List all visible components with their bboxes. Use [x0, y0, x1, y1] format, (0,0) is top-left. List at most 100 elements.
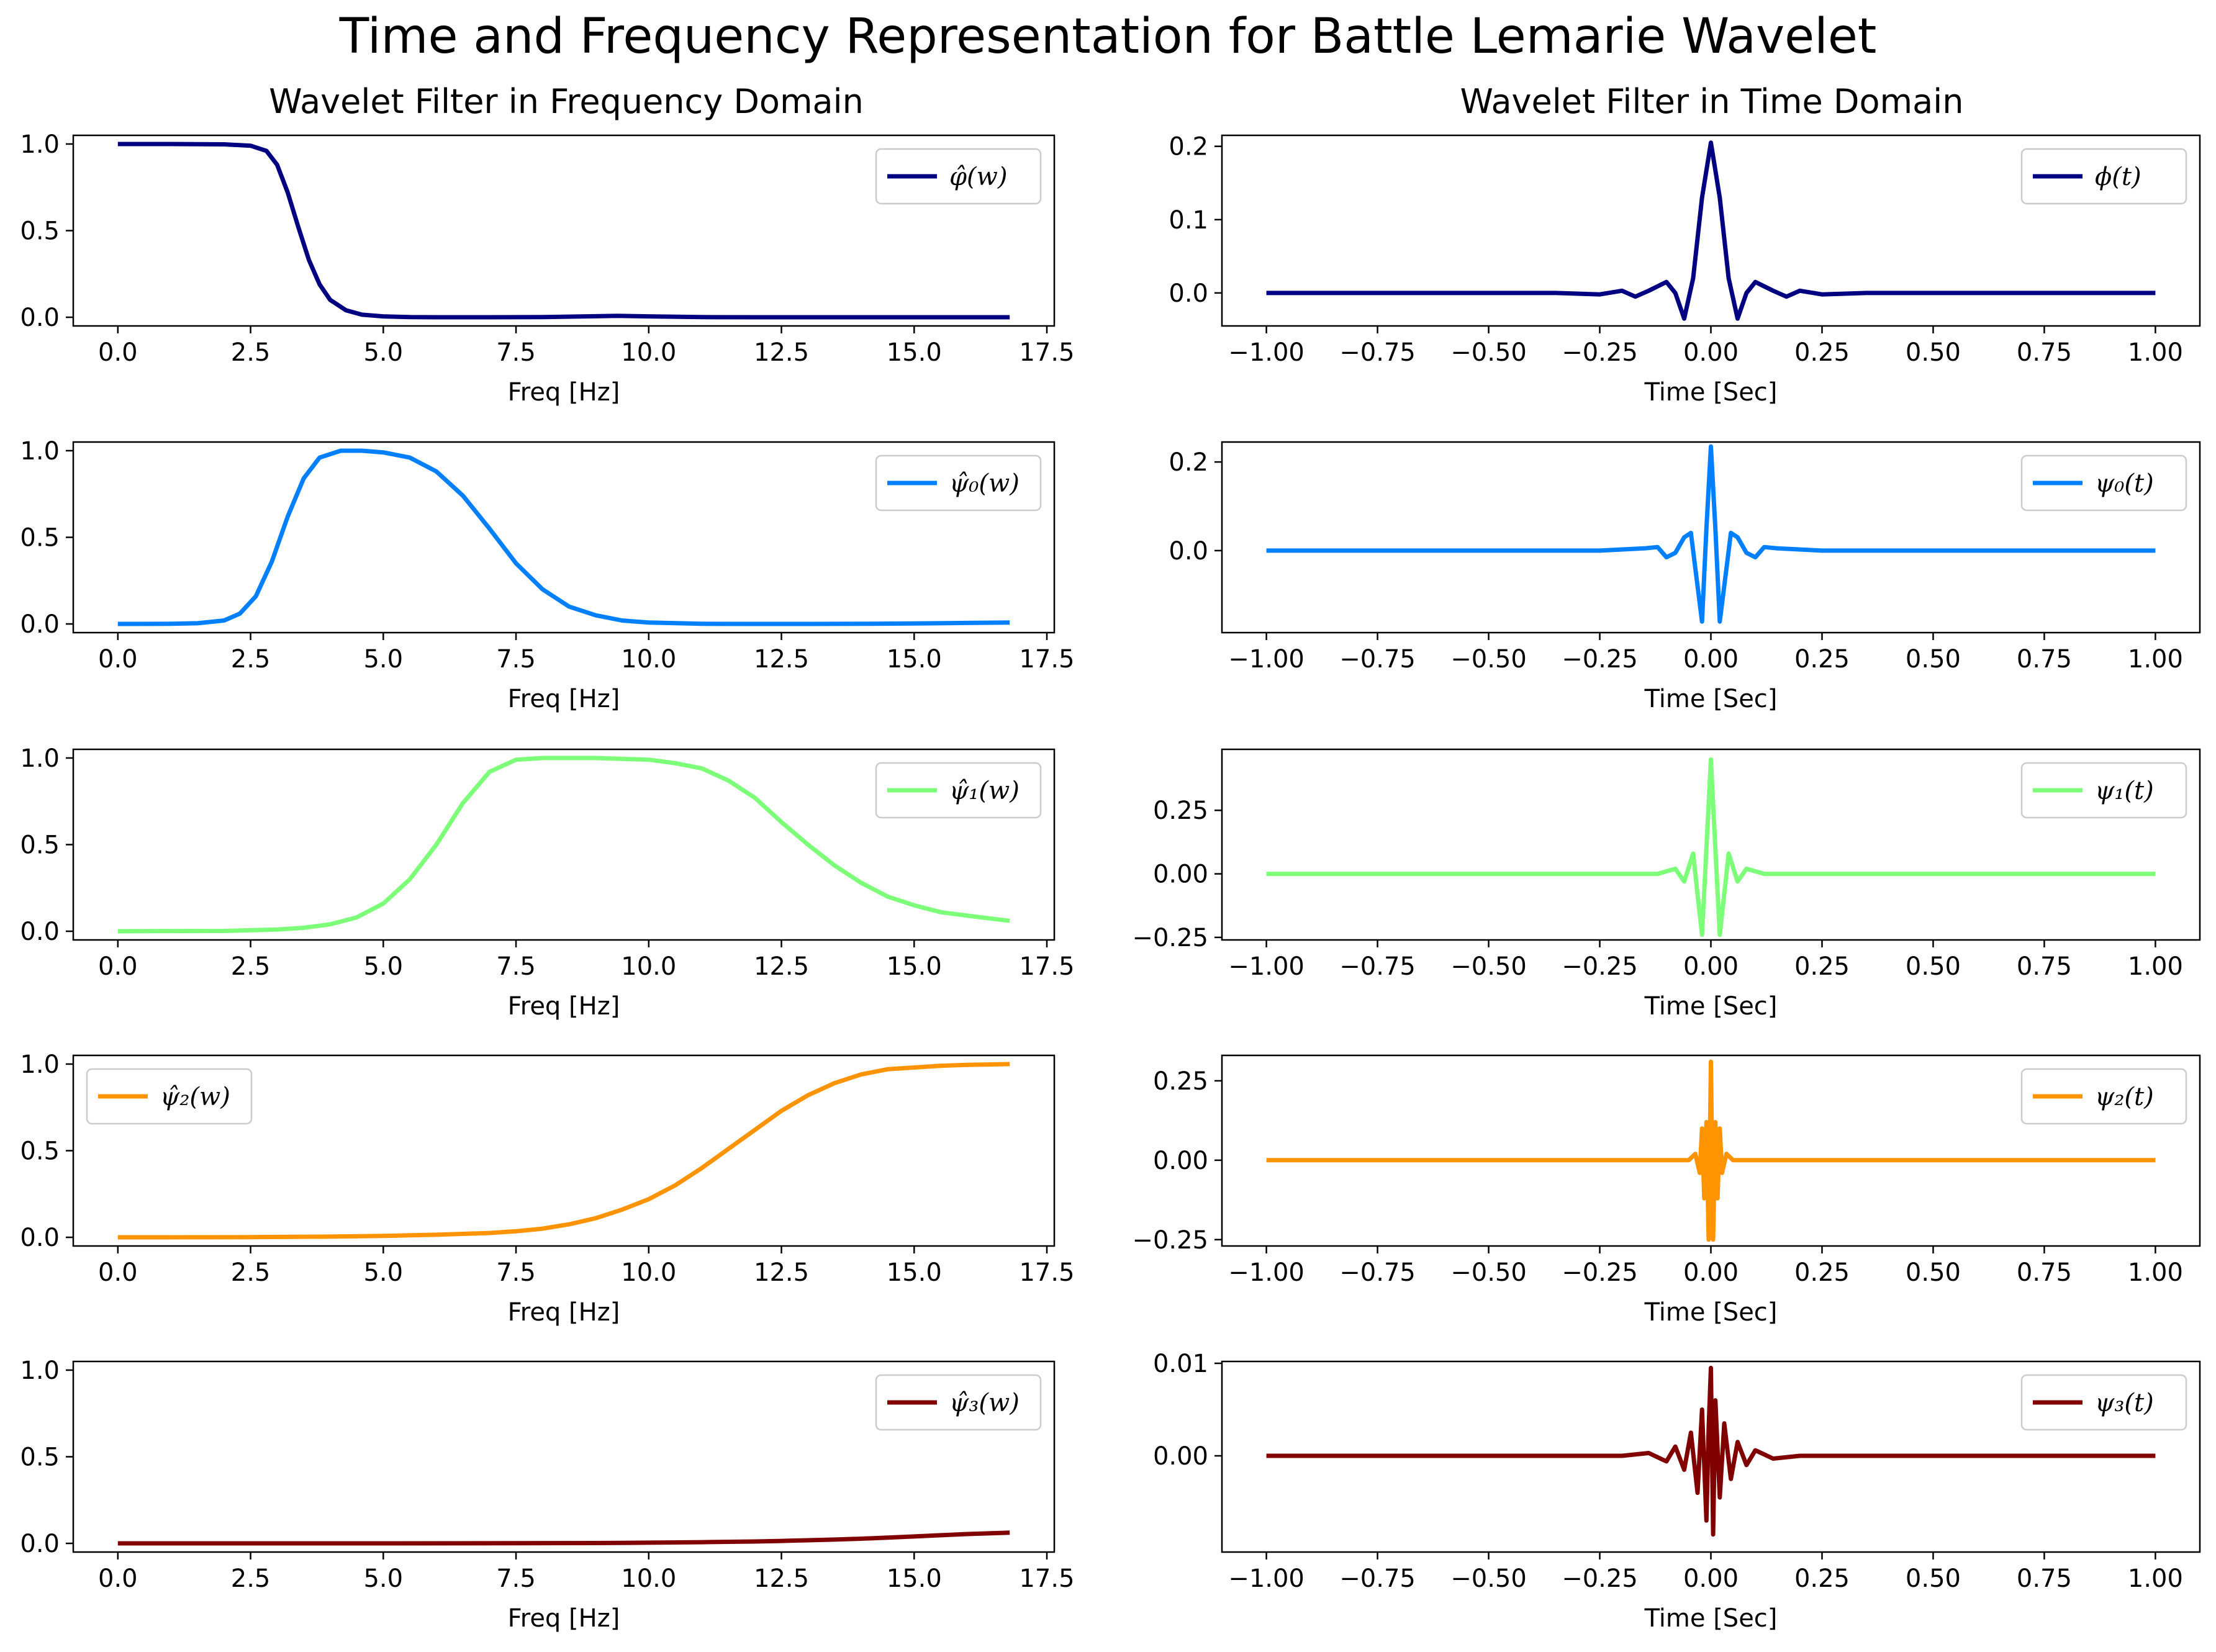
- x-tick-label: −0.50: [1450, 1258, 1527, 1287]
- x-tick-label: 2.5: [231, 952, 271, 981]
- x-tick-label: 15.0: [887, 1258, 942, 1287]
- x-axis-label: Time [Sec]: [1644, 1298, 1778, 1327]
- y-tick-label: 0.00: [1153, 860, 1208, 889]
- x-tick-label: 7.5: [496, 338, 536, 367]
- series-line: [117, 756, 1010, 934]
- x-tick-label: 17.5: [1019, 1564, 1074, 1593]
- legend-label: ψ̂₃(w): [949, 1389, 1020, 1417]
- legend-label: ψ₃(t): [2095, 1389, 2154, 1417]
- x-tick-label: −0.50: [1450, 952, 1527, 981]
- x-axis-label: Freq [Hz]: [508, 1604, 620, 1633]
- series-line: [1266, 757, 2156, 937]
- x-tick-label: −0.75: [1339, 338, 1416, 367]
- y-tick-label: 1.0: [20, 744, 60, 773]
- y-tick-label: 0.0: [1169, 279, 1208, 308]
- x-tick-label: 2.5: [231, 1564, 271, 1593]
- y-tick-label: 0.0: [20, 1530, 60, 1558]
- x-tick-label: 1.00: [2128, 952, 2183, 981]
- x-tick-label: 0.0: [98, 1258, 138, 1287]
- x-tick-label: 12.5: [754, 1258, 809, 1287]
- x-tick-label: 5.0: [363, 1258, 403, 1287]
- x-tick-label: 0.25: [1794, 645, 1850, 674]
- subplot-freq-psi0: 0.0 2.5 5.0 7.5 10.0 12.5 15.0 17.5 0.0 0.5 1.0 Fre…: [20, 437, 1074, 713]
- y-tick-label: 0.5: [20, 217, 60, 246]
- series-line: [1266, 140, 2156, 321]
- x-tick-label: 0.25: [1794, 1258, 1850, 1287]
- x-tick-label: −0.50: [1450, 645, 1527, 674]
- x-tick-label: 10.0: [621, 952, 676, 981]
- legend-box: [875, 1374, 1042, 1431]
- x-tick-label: −0.25: [1562, 1564, 1638, 1593]
- x-tick-label: −0.50: [1450, 1564, 1527, 1593]
- time-column-title: Wavelet Filter in Time Domain: [1460, 82, 1964, 121]
- freq-column-title: Wavelet Filter in Frequency Domain: [269, 82, 864, 121]
- legend-label: ψ₀(t): [2095, 469, 2154, 498]
- subplot-freq-psi2: 0.0 2.5 5.0 7.5 10.0 12.5 15.0 17.5 0.0 0.5 1.0 Fre…: [20, 1050, 1074, 1327]
- y-tick-label: 0.0: [20, 610, 60, 639]
- x-tick-label: 1.00: [2128, 1258, 2183, 1287]
- x-tick-label: 1.00: [2128, 1564, 2183, 1593]
- legend-label: ψ̂₀(w): [949, 469, 1020, 498]
- x-tick-label: 12.5: [754, 1564, 809, 1593]
- x-tick-label: −0.75: [1339, 1564, 1416, 1593]
- legend-label: ψ̂₁(w): [949, 777, 1020, 805]
- legend-box: [2020, 148, 2187, 205]
- y-tick-label: 0.25: [1153, 1067, 1208, 1096]
- subplot-time-psi2: −1.00 −0.75 −0.50 −0.25 0.00 0.25 0.50 0.75 1.00…: [1132, 1054, 2201, 1327]
- x-tick-label: 0.25: [1794, 338, 1850, 367]
- subplot-freq-psi3: 0.0 2.5 5.0 7.5 10.0 12.5 15.0 17.5 0.0 0.5 1.0 Fre…: [20, 1356, 1074, 1633]
- x-tick-label: 0.00: [1683, 952, 1739, 981]
- y-tick-label: 0.0: [20, 1224, 60, 1252]
- x-tick-label: 0.75: [2017, 1258, 2072, 1287]
- x-tick-label: 7.5: [496, 645, 536, 674]
- x-tick-label: 17.5: [1019, 952, 1074, 981]
- x-tick-label: 1.00: [2128, 645, 2183, 674]
- x-axis-label: Time [Sec]: [1644, 1604, 1778, 1633]
- x-tick-label: 0.50: [1906, 952, 1961, 981]
- series-line: [1266, 1365, 2156, 1537]
- legend-box: [875, 762, 1042, 819]
- x-tick-label: 12.5: [754, 952, 809, 981]
- x-tick-label: 2.5: [231, 1258, 271, 1287]
- y-tick-label: 0.5: [20, 524, 60, 553]
- legend-label: ψ̂₂(w): [160, 1083, 230, 1111]
- x-tick-label: −1.00: [1228, 1564, 1305, 1593]
- y-tick-label: 1.0: [20, 1356, 60, 1385]
- y-tick-label: 1.0: [20, 130, 60, 159]
- x-tick-label: 0.00: [1683, 1258, 1739, 1287]
- y-tick-label: 0.5: [20, 831, 60, 860]
- y-tick-label: −0.25: [1132, 924, 1208, 952]
- y-tick-label: 0.01: [1153, 1350, 1208, 1378]
- y-tick-label: 0.2: [1169, 133, 1208, 161]
- x-tick-label: 0.00: [1683, 1564, 1739, 1593]
- x-tick-label: 2.5: [231, 338, 271, 367]
- x-tick-label: 17.5: [1019, 338, 1074, 367]
- legend-box: [2020, 454, 2187, 512]
- subplot-time-psi0: −1.00 −0.75 −0.50 −0.25 0.00 0.25 0.50 0.75 1.00…: [1169, 441, 2201, 713]
- x-tick-label: −0.25: [1562, 1258, 1638, 1287]
- subplot-freq-psi1: 0.0 2.5 5.0 7.5 10.0 12.5 15.0 17.5 0.0 0.5 1.0 Fre…: [20, 744, 1074, 1021]
- x-tick-label: 15.0: [887, 338, 942, 367]
- y-tick-label: 0.2: [1169, 448, 1208, 477]
- y-tick-label: 0.5: [20, 1443, 60, 1472]
- x-tick-label: 0.50: [1906, 338, 1961, 367]
- series-line: [117, 1062, 1010, 1240]
- legend-box: [2020, 1068, 2187, 1125]
- x-tick-label: 5.0: [363, 1564, 403, 1593]
- series-line: [117, 448, 1010, 626]
- x-tick-label: −1.00: [1228, 338, 1305, 367]
- y-tick-label: −0.25: [1132, 1226, 1208, 1255]
- x-tick-label: 15.0: [887, 952, 942, 981]
- x-tick-label: 0.25: [1794, 952, 1850, 981]
- x-tick-label: 0.0: [98, 952, 138, 981]
- x-tick-label: −0.75: [1339, 1258, 1416, 1287]
- x-tick-label: −1.00: [1228, 1258, 1305, 1287]
- x-tick-label: 2.5: [231, 645, 271, 674]
- x-tick-label: 1.00: [2128, 338, 2183, 367]
- series-line: [1266, 444, 2156, 624]
- x-tick-label: 12.5: [754, 338, 809, 367]
- legend-label: φ̂(w): [949, 163, 1007, 191]
- x-tick-label: 7.5: [496, 1258, 536, 1287]
- y-tick-label: 0.00: [1153, 1442, 1208, 1471]
